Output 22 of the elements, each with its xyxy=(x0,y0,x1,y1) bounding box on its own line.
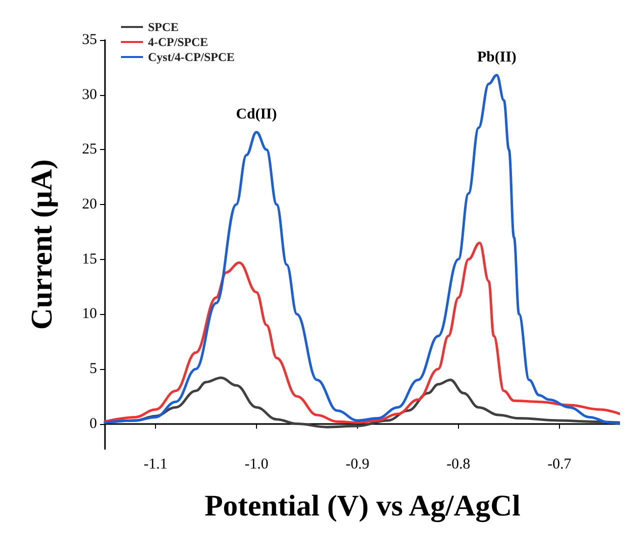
legend-label: SPCE xyxy=(148,20,179,34)
annotation: Cd(II) xyxy=(236,106,277,123)
y-tick-label: 30 xyxy=(82,86,97,103)
y-tick-label: 10 xyxy=(82,306,97,322)
line-series xyxy=(104,74,620,426)
line-series xyxy=(104,242,620,424)
legend-label: Cyst/4-CP/SPCE xyxy=(148,50,235,64)
x-tick-label: -0.8 xyxy=(446,456,470,472)
y-axis-title: Current (μA) xyxy=(26,159,58,330)
y-tick-label: 5 xyxy=(90,360,97,377)
x-tick-label: -0.9 xyxy=(346,456,370,472)
annotation: Pb(II) xyxy=(477,50,516,66)
x-tick-label: -1.0 xyxy=(244,456,268,472)
legend-label: 4-CP/SPCE xyxy=(148,35,208,49)
y-tick-label: 25 xyxy=(82,142,97,158)
y-tick-label: 35 xyxy=(82,32,97,48)
y-tick-label: 0 xyxy=(90,416,97,432)
x-tick-label: -0.7 xyxy=(548,456,572,472)
y-tick-label: 15 xyxy=(82,251,97,268)
x-tick-label: -1.1 xyxy=(144,456,168,472)
y-tick-label: 20 xyxy=(82,196,97,212)
x-axis-title: Potential (V) vs Ag/AgCl xyxy=(204,490,520,522)
